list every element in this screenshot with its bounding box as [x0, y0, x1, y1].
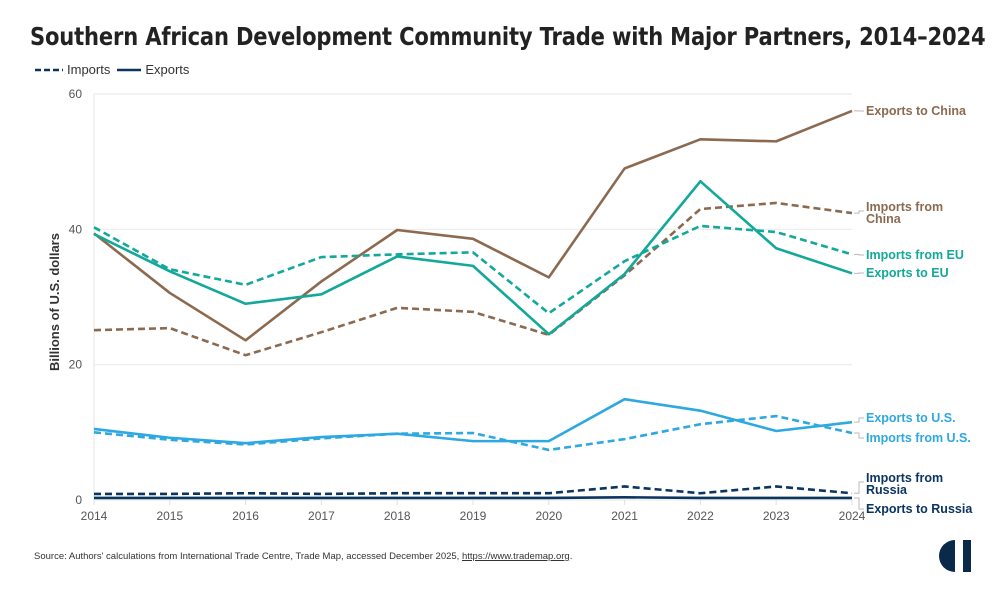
series-label: Imports from EU [866, 248, 964, 262]
label-leader-line [854, 481, 864, 494]
series-label: Imports from Russia [866, 471, 943, 497]
source-link[interactable]: https://www.trademap.org [461, 551, 570, 562]
x-tick-label: 2017 [308, 509, 335, 523]
series-label: Exports to China [866, 104, 967, 118]
source-note: Source: Authors' calculations from Inter… [34, 551, 572, 562]
solid-line-icon [117, 68, 142, 71]
x-tick-label: 2020 [535, 509, 562, 523]
series-label-line: Exports to EU [866, 266, 949, 280]
x-tick-label: 2023 [763, 509, 790, 523]
x-tick-label: 2014 [81, 509, 108, 523]
series-line-exports-to-russia [94, 495, 852, 500]
x-tick-label: 2021 [611, 509, 638, 523]
x-tick-label: 2018 [384, 509, 411, 523]
legend-item-imports: Imports [34, 62, 110, 77]
x-tick-label: 2015 [156, 509, 183, 523]
series-label-line: Exports to Russia [866, 502, 973, 516]
series-label: Exports to U.S. [866, 411, 956, 425]
legend-label-imports: Imports [67, 62, 111, 77]
label-leader-line [854, 432, 864, 439]
series-label-line: Exports to China [866, 104, 967, 118]
legend: Imports Exports [34, 62, 195, 77]
series-label-line: China [866, 212, 902, 226]
series-label-line: Imports from U.S. [866, 431, 971, 445]
source-suffix: . [569, 551, 573, 562]
series-lines [93, 109, 853, 500]
legend-item-exports: Exports [116, 62, 189, 77]
x-tick-label: 2019 [460, 509, 487, 523]
source-text: Source: Authors' calculations from Inter… [34, 551, 462, 562]
y-tick-label: 60 [69, 87, 83, 101]
y-axis-ticks: 0 20 40 60 [69, 87, 83, 507]
x-tick-label: 2022 [687, 509, 714, 523]
series-label: Imports from U.S. [866, 431, 971, 445]
series-line-exports-to-china [93, 109, 853, 342]
series-label: Exports to Russia [866, 502, 973, 516]
label-leader-line [854, 210, 864, 214]
gridlines [93, 93, 852, 501]
y-axis-label: Billions of U.S. dollars [47, 233, 62, 371]
x-axis-ticks: 2014 2015 2016 2017 2018 2019 2020 2021 2022 2023… [81, 500, 866, 523]
series-label-line: Imports from [866, 471, 943, 485]
cfr-logo-icon [938, 539, 972, 578]
x-tick-label: 2024 [839, 509, 866, 523]
series-label-line: Russia [866, 483, 908, 497]
series-line-imports-from-russia [94, 485, 853, 496]
chart-title: Southern African Development Community T… [30, 22, 986, 51]
dashed-line-icon [35, 68, 63, 71]
series-label-line: Exports to U.S. [866, 411, 956, 425]
y-tick-label: 40 [69, 222, 83, 236]
series-label: Imports from China [866, 200, 943, 226]
series-label-line: Imports from [866, 200, 943, 214]
x-tick-label: 2016 [232, 509, 259, 523]
series-line-imports-from-china [93, 201, 853, 357]
series-label: Exports to EU [866, 266, 949, 280]
label-leader-line [854, 253, 864, 256]
legend-label-exports: Exports [145, 62, 190, 77]
y-tick-label: 20 [69, 358, 83, 372]
label-leader-line [854, 417, 864, 423]
y-tick-label: 0 [75, 493, 82, 507]
series-label-line: Imports from EU [866, 248, 964, 262]
label-leader-line [854, 497, 864, 510]
